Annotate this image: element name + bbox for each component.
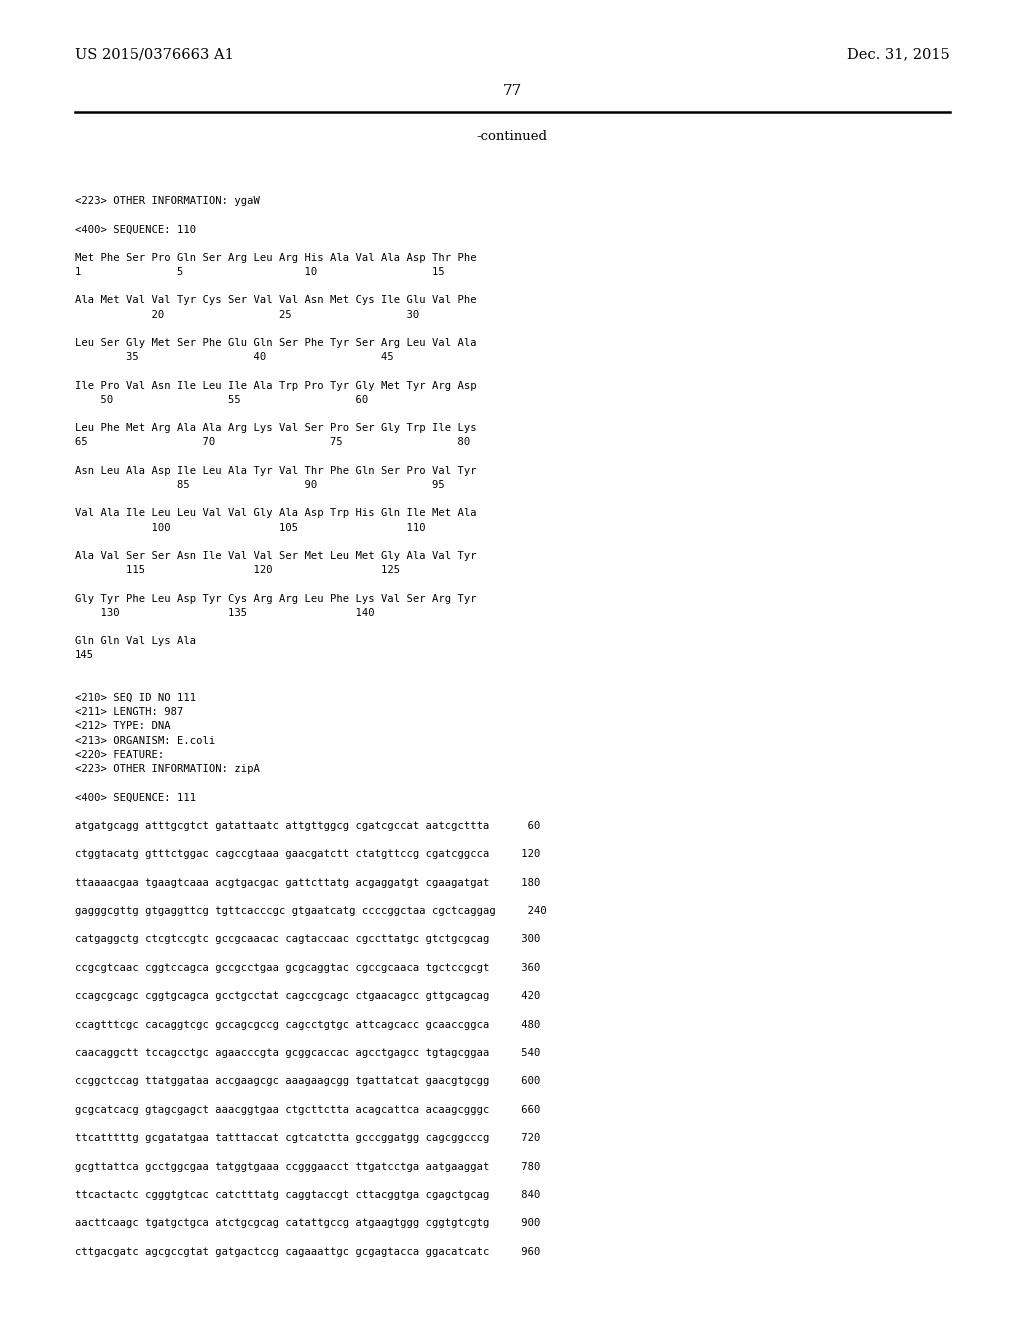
Text: gagggcgttg gtgaggttcg tgttcacccgc gtgaatcatg ccccggctaa cgctcaggag     240: gagggcgttg gtgaggttcg tgttcacccgc gtgaat… — [75, 906, 547, 916]
Text: 65                  70                  75                  80: 65 70 75 80 — [75, 437, 470, 447]
Text: <210> SEQ ID NO 111: <210> SEQ ID NO 111 — [75, 693, 197, 704]
Text: atgatgcagg atttgcgtct gatattaatc attgttggcg cgatcgccat aatcgcttta      60: atgatgcagg atttgcgtct gatattaatc attgttg… — [75, 821, 541, 830]
Text: <212> TYPE: DNA: <212> TYPE: DNA — [75, 722, 171, 731]
Text: US 2015/0376663 A1: US 2015/0376663 A1 — [75, 48, 233, 61]
Text: 115                 120                 125: 115 120 125 — [75, 565, 400, 576]
Text: catgaggctg ctcgtccgtc gccgcaacac cagtaccaac cgccttatgc gtctgcgcag     300: catgaggctg ctcgtccgtc gccgcaacac cagtacc… — [75, 935, 541, 944]
Text: Gly Tyr Phe Leu Asp Tyr Cys Arg Arg Leu Phe Lys Val Ser Arg Tyr: Gly Tyr Phe Leu Asp Tyr Cys Arg Arg Leu … — [75, 594, 476, 603]
Text: Ala Val Ser Ser Asn Ile Val Val Ser Met Leu Met Gly Ala Val Tyr: Ala Val Ser Ser Asn Ile Val Val Ser Met … — [75, 550, 476, 561]
Text: Val Ala Ile Leu Leu Val Val Gly Ala Asp Trp His Gln Ile Met Ala: Val Ala Ile Leu Leu Val Val Gly Ala Asp … — [75, 508, 476, 519]
Text: <220> FEATURE:: <220> FEATURE: — [75, 750, 164, 760]
Text: -continued: -continued — [476, 129, 548, 143]
Text: 20                  25                  30: 20 25 30 — [75, 310, 419, 319]
Text: <400> SEQUENCE: 110: <400> SEQUENCE: 110 — [75, 224, 197, 235]
Text: Ala Met Val Val Tyr Cys Ser Val Val Asn Met Cys Ile Glu Val Phe: Ala Met Val Val Tyr Cys Ser Val Val Asn … — [75, 296, 476, 305]
Text: 130                 135                 140: 130 135 140 — [75, 607, 375, 618]
Text: Dec. 31, 2015: Dec. 31, 2015 — [847, 48, 950, 61]
Text: ctggtacatg gtttctggac cagccgtaaa gaacgatctt ctatgttccg cgatcggcca     120: ctggtacatg gtttctggac cagccgtaaa gaacgat… — [75, 849, 541, 859]
Text: <223> OTHER INFORMATION: zipA: <223> OTHER INFORMATION: zipA — [75, 764, 260, 774]
Text: Met Phe Ser Pro Gln Ser Arg Leu Arg His Ala Val Ala Asp Thr Phe: Met Phe Ser Pro Gln Ser Arg Leu Arg His … — [75, 253, 476, 263]
Text: 85                  90                  95: 85 90 95 — [75, 480, 444, 490]
Text: <213> ORGANISM: E.coli: <213> ORGANISM: E.coli — [75, 735, 215, 746]
Text: 145: 145 — [75, 651, 94, 660]
Text: 100                 105                 110: 100 105 110 — [75, 523, 426, 532]
Text: 1               5                   10                  15: 1 5 10 15 — [75, 267, 444, 277]
Text: <211> LENGTH: 987: <211> LENGTH: 987 — [75, 708, 183, 717]
Text: 50                  55                  60: 50 55 60 — [75, 395, 369, 405]
Text: gcgcatcacg gtagcgagct aaacggtgaa ctgcttctta acagcattca acaagcgggc     660: gcgcatcacg gtagcgagct aaacggtgaa ctgcttc… — [75, 1105, 541, 1115]
Text: caacaggctt tccagcctgc agaacccgta gcggcaccac agcctgagcc tgtagcggaa     540: caacaggctt tccagcctgc agaacccgta gcggcac… — [75, 1048, 541, 1059]
Text: Ile Pro Val Asn Ile Leu Ile Ala Trp Pro Tyr Gly Met Tyr Arg Asp: Ile Pro Val Asn Ile Leu Ile Ala Trp Pro … — [75, 380, 476, 391]
Text: Leu Ser Gly Met Ser Phe Glu Gln Ser Phe Tyr Ser Arg Leu Val Ala: Leu Ser Gly Met Ser Phe Glu Gln Ser Phe … — [75, 338, 476, 348]
Text: ttcactactc cgggtgtcac catctttatg caggtaccgt cttacggtga cgagctgcag     840: ttcactactc cgggtgtcac catctttatg caggtac… — [75, 1191, 541, 1200]
Text: ttaaaacgaa tgaagtcaaa acgtgacgac gattcttatg acgaggatgt cgaagatgat     180: ttaaaacgaa tgaagtcaaa acgtgacgac gattctt… — [75, 878, 541, 887]
Text: ccggctccag ttatggataa accgaagcgc aaagaagcgg tgattatcat gaacgtgcgg     600: ccggctccag ttatggataa accgaagcgc aaagaag… — [75, 1076, 541, 1086]
Text: ttcatttttg gcgatatgaa tatttaccat cgtcatctta gcccggatgg cagcggcccg     720: ttcatttttg gcgatatgaa tatttaccat cgtcatc… — [75, 1133, 541, 1143]
Text: ccagtttcgc cacaggtcgc gccagcgccg cagcctgtgc attcagcacc gcaaccggca     480: ccagtttcgc cacaggtcgc gccagcgccg cagcctg… — [75, 1019, 541, 1030]
Text: Gln Gln Val Lys Ala: Gln Gln Val Lys Ala — [75, 636, 197, 647]
Text: <400> SEQUENCE: 111: <400> SEQUENCE: 111 — [75, 792, 197, 803]
Text: ccgcgtcaac cggtccagca gccgcctgaa gcgcaggtac cgccgcaaca tgctccgcgt     360: ccgcgtcaac cggtccagca gccgcctgaa gcgcagg… — [75, 962, 541, 973]
Text: gcgttattca gcctggcgaa tatggtgaaa ccgggaacct ttgatcctga aatgaaggat     780: gcgttattca gcctggcgaa tatggtgaaa ccgggaa… — [75, 1162, 541, 1172]
Text: 77: 77 — [503, 84, 521, 98]
Text: Asn Leu Ala Asp Ile Leu Ala Tyr Val Thr Phe Gln Ser Pro Val Tyr: Asn Leu Ala Asp Ile Leu Ala Tyr Val Thr … — [75, 466, 476, 475]
Text: cttgacgatc agcgccgtat gatgactccg cagaaattgc gcgagtacca ggacatcatc     960: cttgacgatc agcgccgtat gatgactccg cagaaat… — [75, 1247, 541, 1257]
Text: Leu Phe Met Arg Ala Ala Arg Lys Val Ser Pro Ser Gly Trp Ile Lys: Leu Phe Met Arg Ala Ala Arg Lys Val Ser … — [75, 424, 476, 433]
Text: <223> OTHER INFORMATION: ygaW: <223> OTHER INFORMATION: ygaW — [75, 195, 260, 206]
Text: 35                  40                  45: 35 40 45 — [75, 352, 394, 362]
Text: ccagcgcagc cggtgcagca gcctgcctat cagccgcagc ctgaacagcc gttgcagcag     420: ccagcgcagc cggtgcagca gcctgcctat cagccgc… — [75, 991, 541, 1001]
Text: aacttcaagc tgatgctgca atctgcgcag catattgccg atgaagtggg cggtgtcgtg     900: aacttcaagc tgatgctgca atctgcgcag catattg… — [75, 1218, 541, 1229]
